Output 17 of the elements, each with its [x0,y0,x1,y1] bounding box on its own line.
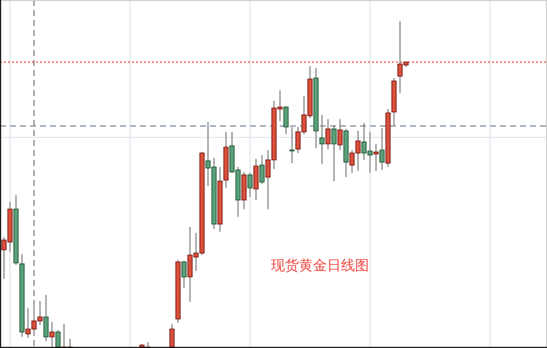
candlestick [169,323,175,347]
candlestick [319,114,325,165]
annotation: 现货黄金日线图 [271,258,369,274]
candlestick [337,118,343,151]
candlestick [331,124,337,182]
candlestick [379,127,385,170]
candlestick [253,158,259,200]
candlestick [247,172,253,198]
candlestick [49,321,55,347]
candlestick [181,260,187,288]
candlestick [283,106,289,135]
candlestick [325,118,331,150]
candlestick [259,154,265,184]
candlestick [43,294,49,342]
candlestick [289,126,295,164]
candlestick [373,143,379,172]
candlestick [55,330,61,347]
